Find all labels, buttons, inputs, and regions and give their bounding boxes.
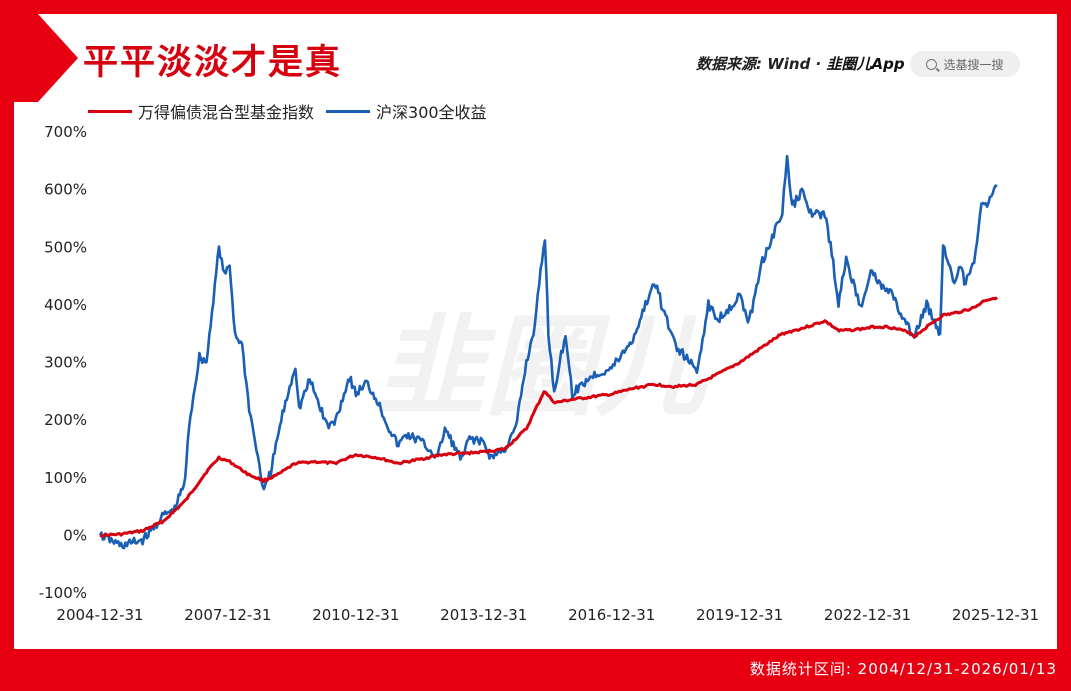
x-tick-label: 2019-12-31 (696, 606, 783, 624)
legend-label-bond: 万得偏债混合型基金指数 (138, 103, 315, 122)
series-line-bond-index (99, 296, 998, 538)
source-label: 数据来源: Wind · (696, 55, 827, 73)
search-placeholder: 选基搜一搜 (943, 57, 1004, 72)
x-tick-label: 2016-12-31 (568, 606, 655, 624)
legend-item-bond: 万得偏债混合型基金指数 (88, 99, 314, 123)
y-tick-label: 300% (44, 354, 87, 372)
legend-label-hs300: 沪深300全收益 (376, 103, 487, 122)
y-tick-label: 200% (44, 411, 87, 429)
series-line-hs300 (98, 154, 998, 550)
x-tick-label: 2004-12-31 (56, 606, 143, 624)
x-tick-label: 2022-12-31 (824, 606, 911, 624)
x-tick-label: 2013-12-31 (440, 606, 527, 624)
stat-period-footer: 数据统计区间: 2004/12/31-2026/01/13 (749, 660, 1057, 678)
chart-card (14, 14, 1057, 649)
fund-search-box[interactable]: 选基搜一搜 (910, 51, 1020, 77)
page-title: 平平淡淡才是真 (83, 43, 343, 83)
legend-swatch-bond (88, 109, 132, 113)
y-tick-label: 600% (44, 181, 87, 199)
y-axis: -100% 0% 100% 200% 300% 400% 500% 600% 700% (39, 123, 87, 602)
y-tick-label: 500% (44, 238, 87, 256)
search-icon (926, 58, 938, 70)
series-lines (98, 154, 998, 550)
y-tick-label: 0% (63, 526, 87, 544)
data-source: 数据来源: Wind · 韭圈儿App (696, 53, 905, 74)
x-tick-label: 2025-12-31 (952, 606, 1039, 624)
legend-item-hs300: 沪深300全收益 (326, 99, 487, 123)
x-axis: 2004-12-31 2007-12-31 2010-12-31 2013-12-31… (56, 606, 1039, 624)
y-tick-label: 400% (44, 296, 87, 314)
legend-swatch-hs300 (326, 109, 371, 113)
watermark-text: 韭圈儿 (375, 303, 709, 431)
x-tick-label: 2007-12-31 (184, 606, 271, 624)
chart-legend: 万得偏债混合型基金指数 沪深300全收益 (88, 99, 499, 123)
x-tick-label: 2010-12-31 (312, 606, 399, 624)
y-tick-label: 100% (44, 469, 87, 487)
y-tick-label: -100% (39, 584, 87, 602)
watermark-logo: 韭圈儿 (375, 303, 709, 431)
y-tick-label: 700% (44, 123, 87, 141)
brand-logo: 韭圈儿App (826, 55, 905, 73)
